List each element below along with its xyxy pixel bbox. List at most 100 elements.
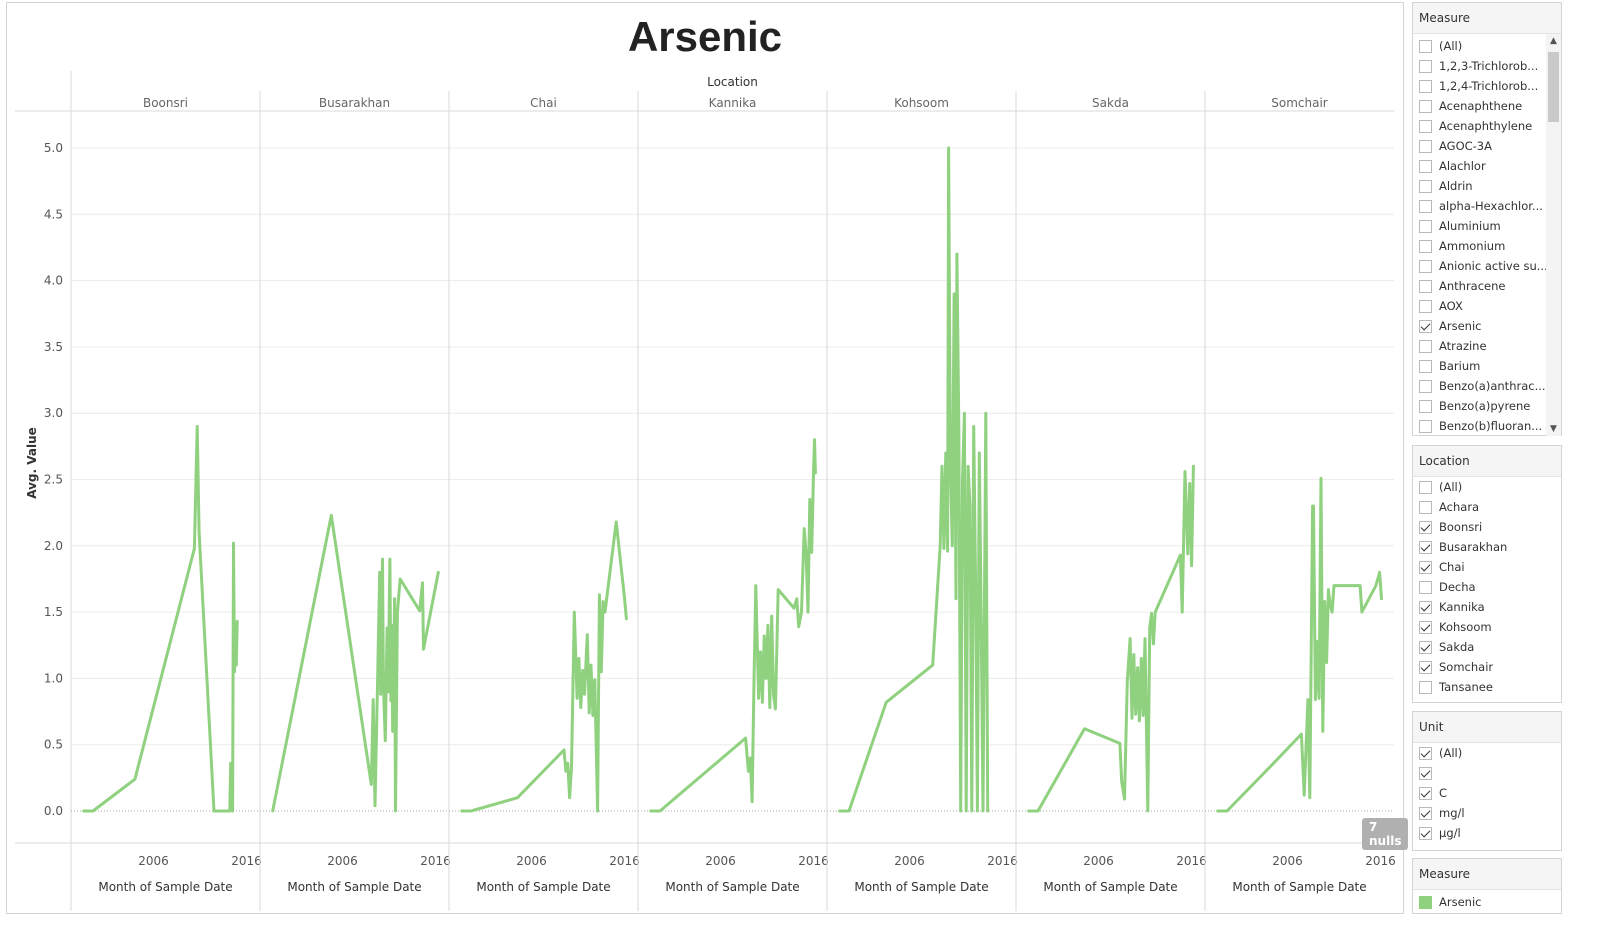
location-filter-item[interactable]: Chai — [1413, 557, 1561, 577]
checkbox-icon[interactable] — [1419, 520, 1432, 534]
series-line-chai — [460, 520, 628, 813]
checkbox-icon[interactable] — [1419, 319, 1432, 333]
checkbox-icon[interactable] — [1419, 299, 1432, 313]
checkbox-icon[interactable] — [1419, 826, 1432, 840]
checkbox-icon[interactable] — [1419, 159, 1432, 173]
measure-filter: Measure ▲ ▼ (All) 1,2,3-Trichlorob... 1,2,… — [1412, 2, 1562, 436]
checkbox-icon[interactable] — [1419, 179, 1432, 193]
checkbox-icon[interactable] — [1419, 339, 1432, 353]
location-filter-label: (All) — [1439, 480, 1463, 494]
measure-filter-item[interactable]: Anionic active su... — [1413, 256, 1561, 276]
location-filter-item[interactable]: (All) — [1413, 477, 1561, 497]
unit-filter-item[interactable] — [1413, 763, 1561, 783]
location-filter-item[interactable]: Decha — [1413, 577, 1561, 597]
location-filter-item[interactable]: Busarakhan — [1413, 537, 1561, 557]
x-tick-label: 2016 — [609, 854, 640, 868]
y-tick-label: 1.5 — [44, 605, 63, 619]
checkbox-icon[interactable] — [1419, 600, 1432, 614]
measure-filter-label: Benzo(b)fluoran... — [1439, 419, 1543, 433]
checkbox-icon[interactable] — [1419, 680, 1432, 694]
checkbox-icon[interactable] — [1419, 259, 1432, 273]
unit-filter-item[interactable]: µg/l — [1413, 823, 1561, 843]
measure-filter-list: ▲ ▼ (All) 1,2,3-Trichlorob... 1,2,4-Trichl… — [1413, 34, 1561, 436]
checkbox-icon[interactable] — [1419, 399, 1432, 413]
measure-filter-item[interactable]: Benzo(b)fluoran... — [1413, 416, 1561, 436]
checkbox-icon[interactable] — [1419, 99, 1432, 113]
measure-filter-item[interactable]: Benzo(a)anthrac... — [1413, 376, 1561, 396]
checkbox-icon[interactable] — [1419, 640, 1432, 654]
measure-filter-item[interactable]: (All) — [1413, 36, 1561, 56]
y-tick-label: 0.0 — [44, 804, 63, 818]
checkbox-icon[interactable] — [1419, 39, 1432, 53]
checkbox-icon[interactable] — [1419, 746, 1432, 760]
measure-filter-item[interactable]: Acenaphthylene — [1413, 116, 1561, 136]
measure-filter-item[interactable]: Alachlor — [1413, 156, 1561, 176]
unit-filter-item[interactable]: mg/l — [1413, 803, 1561, 823]
measure-filter-item[interactable]: Anthracene — [1413, 276, 1561, 296]
checkbox-icon[interactable] — [1419, 379, 1432, 393]
measure-filter-item[interactable]: Aldrin — [1413, 176, 1561, 196]
location-header: Boonsri — [143, 96, 188, 110]
location-filter: Location (All) Achara Boonsri Busarakhan Cha… — [1412, 445, 1562, 703]
checkbox-icon[interactable] — [1419, 540, 1432, 554]
checkbox-icon[interactable] — [1419, 480, 1432, 494]
measure-filter-item[interactable]: 1,2,4-Trichlorob... — [1413, 76, 1561, 96]
checkbox-icon[interactable] — [1419, 219, 1432, 233]
location-filter-item[interactable]: Tansanee — [1413, 677, 1561, 697]
location-filter-item[interactable]: Sakda — [1413, 637, 1561, 657]
checkbox-icon[interactable] — [1419, 79, 1432, 93]
unit-filter-label: C — [1439, 786, 1448, 800]
measure-filter-item[interactable]: Barium — [1413, 356, 1561, 376]
checkbox-icon[interactable] — [1419, 580, 1432, 594]
measure-filter-item[interactable]: Benzo(a)pyrene — [1413, 396, 1561, 416]
measure-filter-item[interactable]: 1,2,3-Trichlorob... — [1413, 56, 1561, 76]
location-filter-item[interactable]: Achara — [1413, 497, 1561, 517]
checkbox-icon[interactable] — [1419, 660, 1432, 674]
checkbox-icon[interactable] — [1419, 419, 1432, 433]
checkbox-icon[interactable] — [1419, 620, 1432, 634]
series-line-sakda — [1027, 464, 1195, 813]
measure-filter-item[interactable]: Aluminium — [1413, 216, 1561, 236]
unit-filter-item[interactable]: C — [1413, 783, 1561, 803]
measure-filter-item[interactable]: AOX — [1413, 296, 1561, 316]
location-filter-item[interactable]: Somchair — [1413, 657, 1561, 677]
measure-filter-label: Anionic active su... — [1439, 259, 1548, 273]
unit-filter-item[interactable]: (All) — [1413, 743, 1561, 763]
y-tick-label: 2.5 — [44, 473, 63, 487]
checkbox-icon[interactable] — [1419, 59, 1432, 73]
checkbox-icon[interactable] — [1419, 806, 1432, 820]
series-line-somchair — [1216, 476, 1383, 813]
scroll-up-icon[interactable]: ▲ — [1550, 36, 1557, 46]
checkbox-icon[interactable] — [1419, 766, 1432, 780]
measure-filter-item[interactable]: AGOC-3A — [1413, 136, 1561, 156]
measure-filter-item[interactable]: Atrazine — [1413, 336, 1561, 356]
scroll-thumb[interactable] — [1548, 52, 1559, 122]
checkbox-icon[interactable] — [1419, 560, 1432, 574]
checkbox-icon[interactable] — [1419, 279, 1432, 293]
legend-item[interactable]: Arsenic — [1413, 890, 1561, 914]
location-filter-label: Decha — [1439, 580, 1476, 594]
checkbox-icon[interactable] — [1419, 119, 1432, 133]
location-filter-item[interactable]: Kannika — [1413, 597, 1561, 617]
measure-filter-item[interactable]: Acenaphthene — [1413, 96, 1561, 116]
y-tick-label: 4.5 — [44, 207, 63, 221]
measure-filter-item[interactable]: Arsenic — [1413, 316, 1561, 336]
location-filter-item[interactable]: Boonsri — [1413, 517, 1561, 537]
series-line-kohsoom — [838, 146, 990, 813]
nulls-indicator[interactable]: 7 nulls — [1362, 818, 1409, 850]
checkbox-icon[interactable] — [1419, 500, 1432, 514]
chart-title: Arsenic — [627, 13, 783, 60]
measure-filter-item[interactable]: alpha-Hexachlor... — [1413, 196, 1561, 216]
legend-swatch — [1419, 895, 1432, 909]
checkbox-icon[interactable] — [1419, 199, 1432, 213]
checkbox-icon[interactable] — [1419, 239, 1432, 253]
checkbox-icon[interactable] — [1419, 139, 1432, 153]
measure-filter-item[interactable]: Ammonium — [1413, 236, 1561, 256]
location-filter-item[interactable]: Kohsoom — [1413, 617, 1561, 637]
checkbox-icon[interactable] — [1419, 359, 1432, 373]
scroll-down-icon[interactable]: ▼ — [1550, 424, 1557, 434]
checkbox-icon[interactable] — [1419, 786, 1432, 800]
unit-filter-title: Unit — [1413, 712, 1561, 743]
measure-scrollbar[interactable]: ▲ ▼ — [1546, 34, 1561, 436]
